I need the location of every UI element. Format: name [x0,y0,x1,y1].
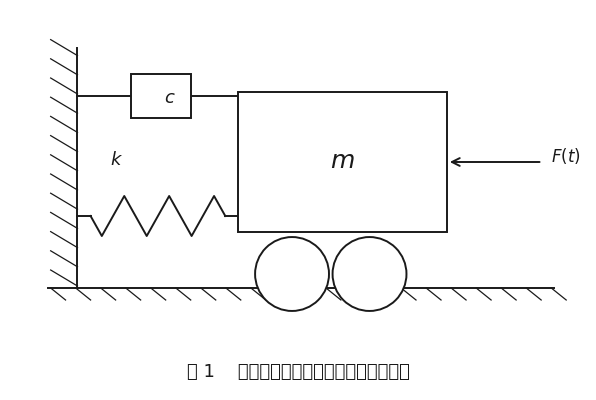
Text: 图 1    压电式加速度传感器的力学简化模型: 图 1 压电式加速度传感器的力学简化模型 [187,363,409,381]
Text: $k$: $k$ [110,151,123,169]
Bar [131,74,191,118]
Ellipse shape [333,237,406,311]
Bar [238,92,447,232]
Text: $m$: $m$ [330,150,355,174]
Text: $F(t)$: $F(t)$ [551,146,581,166]
Ellipse shape [255,237,329,311]
Text: $c$: $c$ [164,89,176,107]
